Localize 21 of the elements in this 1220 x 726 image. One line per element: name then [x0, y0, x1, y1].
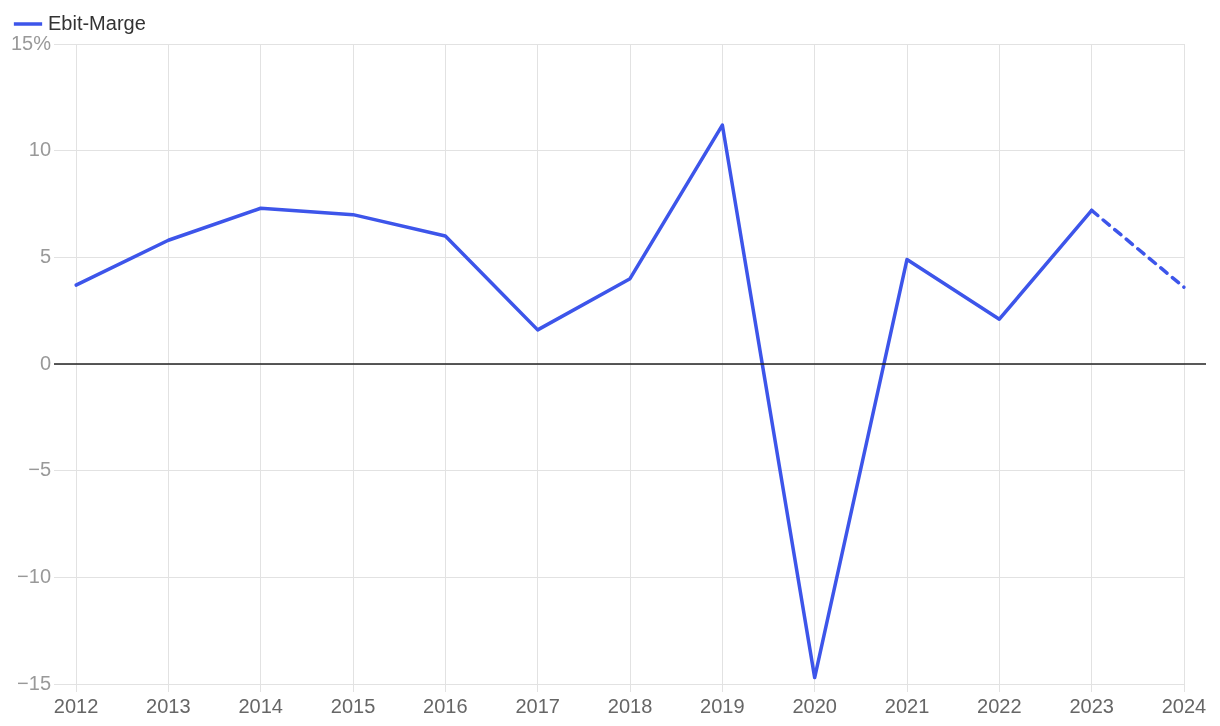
y-tick-label: 10 [28, 138, 52, 161]
x-tick-label: 2017 [515, 694, 560, 717]
y-tick-label: −5 [28, 458, 52, 481]
y-tick-label: 5 [39, 244, 52, 267]
x-tick-label: 2019 [700, 694, 745, 717]
x-tick-label: 2021 [884, 694, 930, 717]
x-tick-label: 2020 [792, 694, 837, 717]
y-tick-label: 15% [11, 31, 52, 54]
y-tick-label: 0 [39, 351, 52, 374]
x-tick-label: 2022 [977, 694, 1022, 717]
x-tick-label: 2024 [1161, 694, 1207, 717]
x-tick-label: 2014 [238, 694, 283, 717]
x-tick-label: 2018 [607, 694, 653, 717]
x-tick-label: 2023 [1069, 694, 1114, 717]
x-tick-label: 2013 [146, 694, 191, 717]
x-tick-label: 2016 [423, 694, 468, 717]
y-tick-label: −10 [17, 564, 52, 587]
legend-label: Ebit-Marge [48, 11, 146, 34]
x-tick-label: 2012 [53, 694, 99, 717]
x-tick-label: 2015 [330, 694, 376, 717]
y-tick-label: −15 [17, 671, 52, 694]
